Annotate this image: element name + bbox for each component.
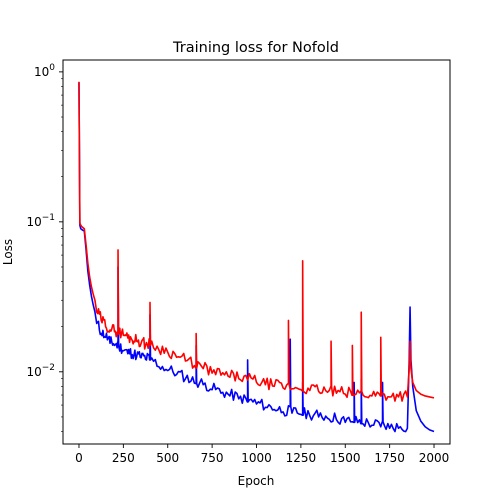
x-tick-label: 0 (75, 451, 83, 465)
y-tick-label: 100 (34, 63, 55, 79)
series-line-0 (78, 82, 435, 433)
x-tick-label: 500 (156, 451, 179, 465)
x-tick-label: 1000 (241, 451, 272, 465)
series-line-1 (78, 81, 435, 402)
y-axis: 100 10−1 10−2 (26, 63, 63, 432)
x-tick-label: 1500 (330, 451, 361, 465)
y-tick-label: 10−2 (26, 363, 55, 379)
chart-title: Training loss for Nofold (172, 40, 339, 56)
y-tick-label: 10−1 (26, 213, 55, 229)
series-layer (78, 81, 435, 433)
x-tick-label: 1250 (286, 451, 317, 465)
x-tick-label: 750 (201, 451, 224, 465)
x-axis-label: Epoch (238, 474, 275, 488)
x-tick-label: 1750 (374, 451, 405, 465)
x-tick-label: 2000 (419, 451, 450, 465)
x-tick-label: 250 (112, 451, 135, 465)
x-axis: 0 250 500 750 1000 1250 1500 1750 2000 (75, 444, 449, 465)
y-axis-label: Loss (1, 239, 15, 265)
